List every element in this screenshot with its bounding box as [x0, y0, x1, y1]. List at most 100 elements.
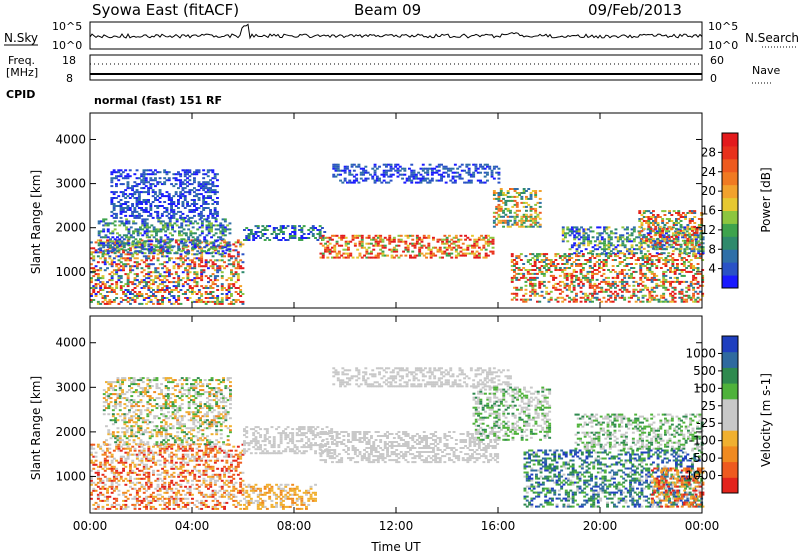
power-cell [324, 248, 327, 251]
velocity-cell [149, 457, 153, 460]
power-cell [115, 175, 118, 178]
power-cell [491, 242, 495, 245]
power-cell [686, 233, 690, 236]
power-cell [593, 272, 597, 275]
velocity-cell [122, 463, 125, 466]
power-cell [193, 267, 197, 270]
power-cell [220, 247, 224, 250]
power-cell [186, 297, 190, 299]
power-cell [586, 280, 590, 283]
power-cell [131, 210, 134, 213]
power-cell [144, 191, 148, 194]
power-cell [221, 234, 225, 237]
power-cell [509, 211, 512, 214]
power-cell [667, 230, 671, 233]
power-cell [324, 250, 327, 253]
power-cell [646, 244, 650, 247]
power-cell [697, 236, 701, 239]
velocity-cell [103, 483, 107, 486]
velocity-cell [103, 463, 107, 466]
power-cell [159, 228, 163, 231]
power-cell [375, 175, 379, 178]
velocity-cell [90, 445, 93, 448]
power-cell [412, 175, 416, 178]
velocity-cell [145, 471, 148, 474]
power-cell [570, 228, 574, 231]
power-cell [649, 222, 653, 224]
power-cell [291, 227, 295, 229]
velocity-cell [122, 507, 125, 510]
power-cell [117, 195, 121, 198]
power-cell [658, 235, 662, 238]
velocity-cell [126, 455, 130, 458]
power-cell [141, 244, 145, 247]
power-cell [432, 254, 435, 257]
power-cell [573, 234, 577, 237]
power-cell [129, 252, 133, 255]
velocity-cell [156, 473, 160, 476]
power-cell [547, 269, 551, 271]
power-cell [116, 236, 119, 239]
power-cell [223, 220, 227, 223]
velocity-cell [140, 451, 144, 454]
power-cell [520, 219, 524, 222]
power-cell [170, 216, 173, 219]
power-cell [139, 238, 142, 241]
velocity-cell [106, 459, 109, 462]
power-cell [545, 286, 549, 289]
power-cell [497, 205, 501, 208]
velocity-cell [149, 493, 153, 496]
power-cell [626, 226, 629, 229]
power-cell [205, 220, 209, 223]
power-cell [156, 216, 160, 219]
power-cell [179, 214, 183, 217]
power-cell [527, 197, 531, 200]
power-cell [147, 287, 151, 289]
power-cell [575, 265, 578, 267]
power-cell [227, 302, 231, 305]
power-cell [193, 203, 196, 205]
power-cell [161, 302, 164, 305]
power-cell [117, 269, 121, 272]
power-cell [679, 225, 683, 228]
power-cell [245, 227, 249, 229]
power-cell [637, 284, 640, 287]
power-cell [113, 224, 117, 227]
velocity-cell [165, 449, 169, 452]
power-cell [190, 210, 194, 213]
power-cell [453, 175, 457, 178]
velocity-cell [152, 451, 155, 454]
power-cell [197, 197, 201, 199]
power-y-tick-label: 4000 [55, 132, 86, 146]
power-cell [225, 245, 229, 248]
power-cell [129, 267, 132, 270]
power-cell [113, 252, 117, 255]
power-cell [172, 185, 176, 188]
power-cell [449, 179, 453, 182]
velocity-cell [158, 449, 162, 452]
power-cell [549, 259, 553, 261]
power-cell [117, 259, 121, 262]
velocity-cell [161, 455, 164, 458]
power-cell [533, 269, 537, 271]
power-cell [591, 230, 595, 233]
power-cell [616, 240, 620, 243]
power-cell [420, 244, 424, 247]
velocity-cell [140, 469, 144, 472]
power-cell [129, 299, 132, 301]
power-cell [675, 224, 678, 226]
power-cell [204, 181, 208, 184]
power-cell [387, 163, 391, 166]
power-cell [513, 211, 517, 214]
power-cell [133, 173, 137, 176]
power-cell [429, 250, 433, 253]
power-cell [563, 284, 567, 287]
power-cell [223, 244, 227, 247]
power-cell [106, 236, 110, 239]
power-cell [404, 254, 408, 257]
velocity-cell [110, 491, 114, 494]
power-cell [492, 177, 496, 180]
velocity-cell [124, 457, 128, 460]
power-cell [664, 259, 668, 261]
power-cell [542, 261, 546, 263]
